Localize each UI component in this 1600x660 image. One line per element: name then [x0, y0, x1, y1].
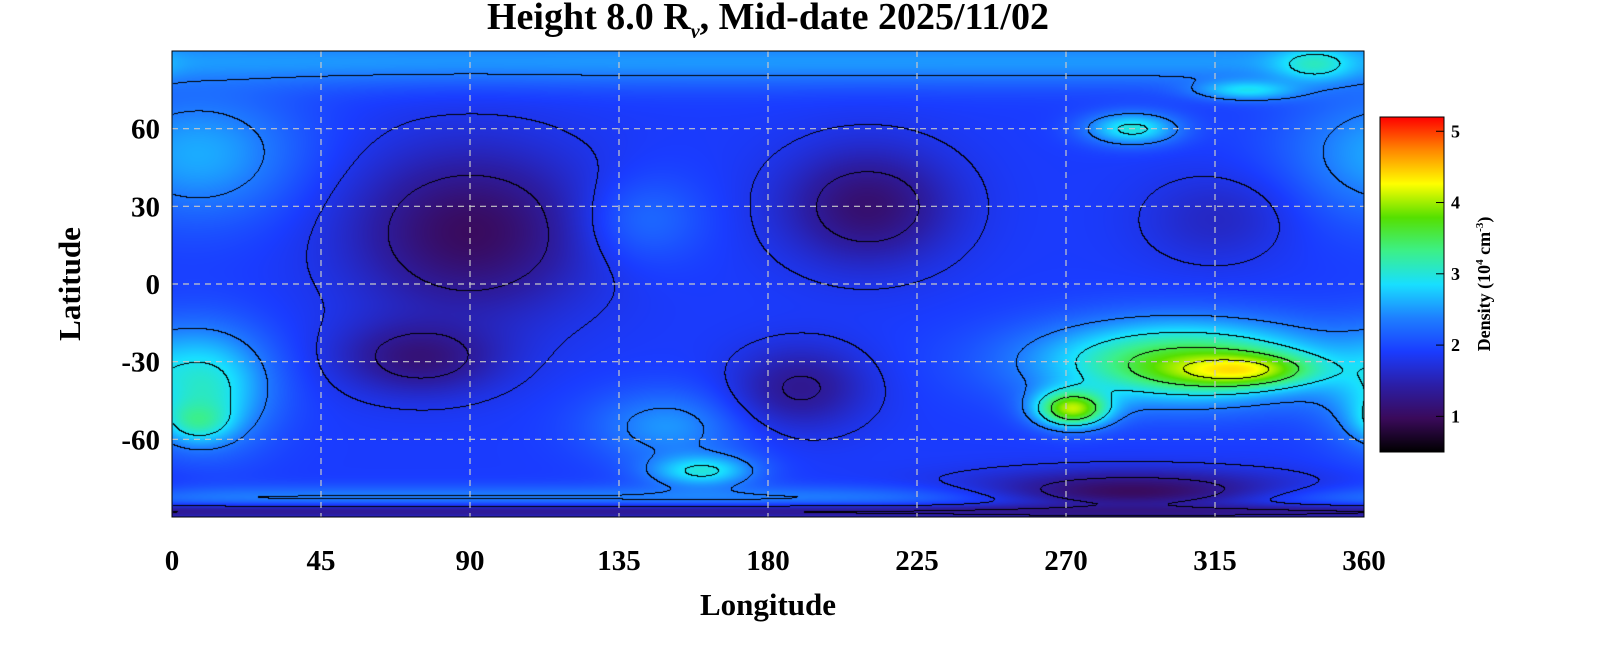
colorbar-tick-label: 1 [1451, 406, 1460, 426]
x-tick-label: 135 [597, 545, 641, 577]
y-tick-label: 30 [131, 191, 160, 223]
colorbar-label-mid: cm [1474, 232, 1494, 259]
y-tick-label: 0 [146, 269, 161, 301]
plot-area [171, 50, 1365, 518]
title-subscript: v [691, 21, 701, 43]
colorbar-label-suffix: ) [1474, 217, 1495, 223]
chart-title: Height 8.0 Rv, Mid-date 2025/11/02 [487, 0, 1049, 43]
x-axis-title: Longitude [700, 587, 836, 622]
colorbar-tick-label: 3 [1451, 264, 1460, 284]
x-tick-label: 270 [1044, 545, 1088, 577]
title-suffix: , Mid-date 2025/11/02 [700, 0, 1049, 38]
colorbar-tick-label: 2 [1451, 335, 1460, 355]
y-tick-label: -60 [121, 424, 160, 456]
colorbar-tick-label: 5 [1451, 121, 1460, 141]
grid-lines [172, 51, 1364, 517]
x-tick-label: 180 [746, 545, 790, 577]
x-tick-label: 225 [895, 545, 939, 577]
x-tick-labels: 0 45 90 135 180 225 270 315 360 [165, 545, 1386, 577]
colorbar-label-prefix: Density (10 [1474, 265, 1495, 352]
y-tick-label: 60 [131, 114, 160, 146]
title-prefix: Height 8.0 R [487, 0, 691, 38]
x-tick-label: 45 [307, 545, 336, 577]
y-axis-title: Latitude [52, 227, 87, 341]
colorbar-label: Density (104 cm-3) [1474, 217, 1495, 352]
x-tick-label: 90 [456, 545, 485, 577]
x-tick-label: 360 [1342, 545, 1386, 577]
colorbar-tick-label: 4 [1451, 193, 1460, 213]
x-tick-label: 315 [1193, 545, 1237, 577]
y-tick-label: -30 [121, 347, 160, 379]
colorbar-label-exp1: 4 [1474, 259, 1486, 265]
plot-frame [171, 50, 1365, 518]
colorbar-label-exp2: -3 [1474, 222, 1486, 232]
x-tick-label: 0 [165, 545, 180, 577]
colorbar-ticks: 1 2 3 4 5 [1436, 121, 1460, 426]
colorbar-scale [1379, 116, 1445, 453]
y-tick-labels: 60 30 0 -30 -60 [121, 114, 160, 457]
